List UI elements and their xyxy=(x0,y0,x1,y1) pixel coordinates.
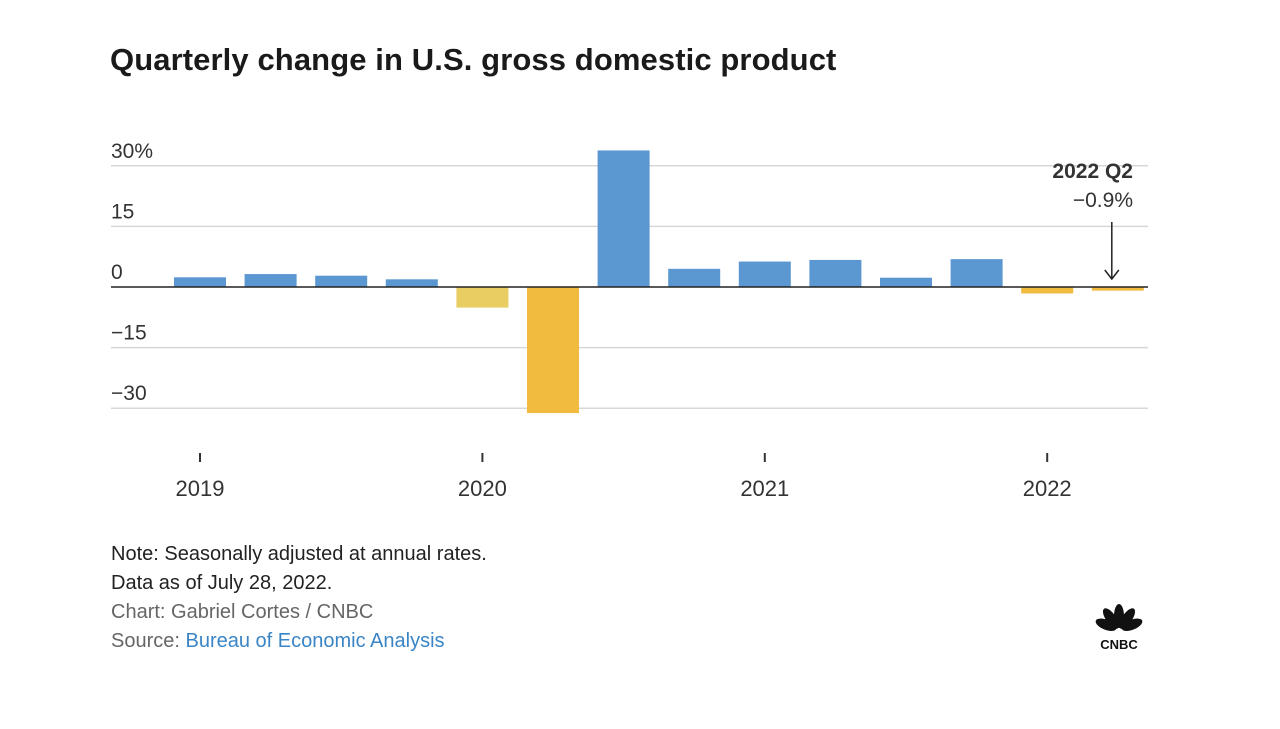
annotation-title: 2022 Q2 xyxy=(1052,160,1133,183)
bar-2021-q1 xyxy=(738,261,791,287)
annotation-arrow-head xyxy=(1104,269,1120,281)
note-line-2: Data as of July 28, 2022. xyxy=(111,572,333,594)
y-axis-labels: 30% 15 0 −15 −30 xyxy=(111,140,153,405)
y-tick-label: 15 xyxy=(111,200,134,223)
bar-2019-q3 xyxy=(315,275,368,287)
bar-2019-q4 xyxy=(385,279,438,287)
bar-2021-q3 xyxy=(880,277,932,287)
bar-2020-q1 xyxy=(456,287,509,308)
bar-2020-q2 xyxy=(527,287,579,414)
bar-2020-q4 xyxy=(668,268,721,287)
y-tick-label: 0 xyxy=(111,261,123,284)
x-tick-label: 2022 xyxy=(1023,476,1072,501)
bar-2020-q3 xyxy=(597,150,650,287)
cnbc-wordmark: CNBC xyxy=(1100,637,1138,652)
peacock-icon xyxy=(1095,604,1143,631)
chart-credit: Chart: Gabriel Cortes / CNBC xyxy=(111,601,374,623)
x-tick-label: 2020 xyxy=(458,476,507,501)
bar-2019-q2 xyxy=(244,274,297,287)
cnbc-logo: CNBC xyxy=(1088,604,1150,652)
source-link[interactable]: Bureau of Economic Analysis xyxy=(185,630,445,652)
y-tick-label: −30 xyxy=(111,382,147,405)
annotation-value: −0.9% xyxy=(1073,189,1133,212)
chart-title: Quarterly change in U.S. gross domestic … xyxy=(110,42,837,77)
bar-2021-q2 xyxy=(809,259,862,287)
y-tick-label: 30% xyxy=(111,140,153,163)
annotation: 2022 Q2 −0.9% xyxy=(1052,160,1133,281)
chart-footer: Note: Seasonally adjusted at annual rate… xyxy=(111,540,487,656)
x-axis: 2019 2020 2021 2022 xyxy=(176,453,1072,501)
source-prefix: Source: xyxy=(111,630,186,652)
bars xyxy=(174,150,1144,414)
x-tick-label: 2021 xyxy=(740,476,789,501)
y-tick-label: −15 xyxy=(111,322,147,345)
note-line-1: Note: Seasonally adjusted at annual rate… xyxy=(111,543,487,565)
source-line: Source: Bureau of Economic Analysis xyxy=(111,627,487,656)
x-tick-label: 2019 xyxy=(176,476,225,501)
bar-2021-q4 xyxy=(950,259,1003,287)
bar-2022-q2 xyxy=(1091,287,1144,291)
bar-2022-q1 xyxy=(1021,287,1074,294)
bar-2019-q1 xyxy=(174,277,226,287)
